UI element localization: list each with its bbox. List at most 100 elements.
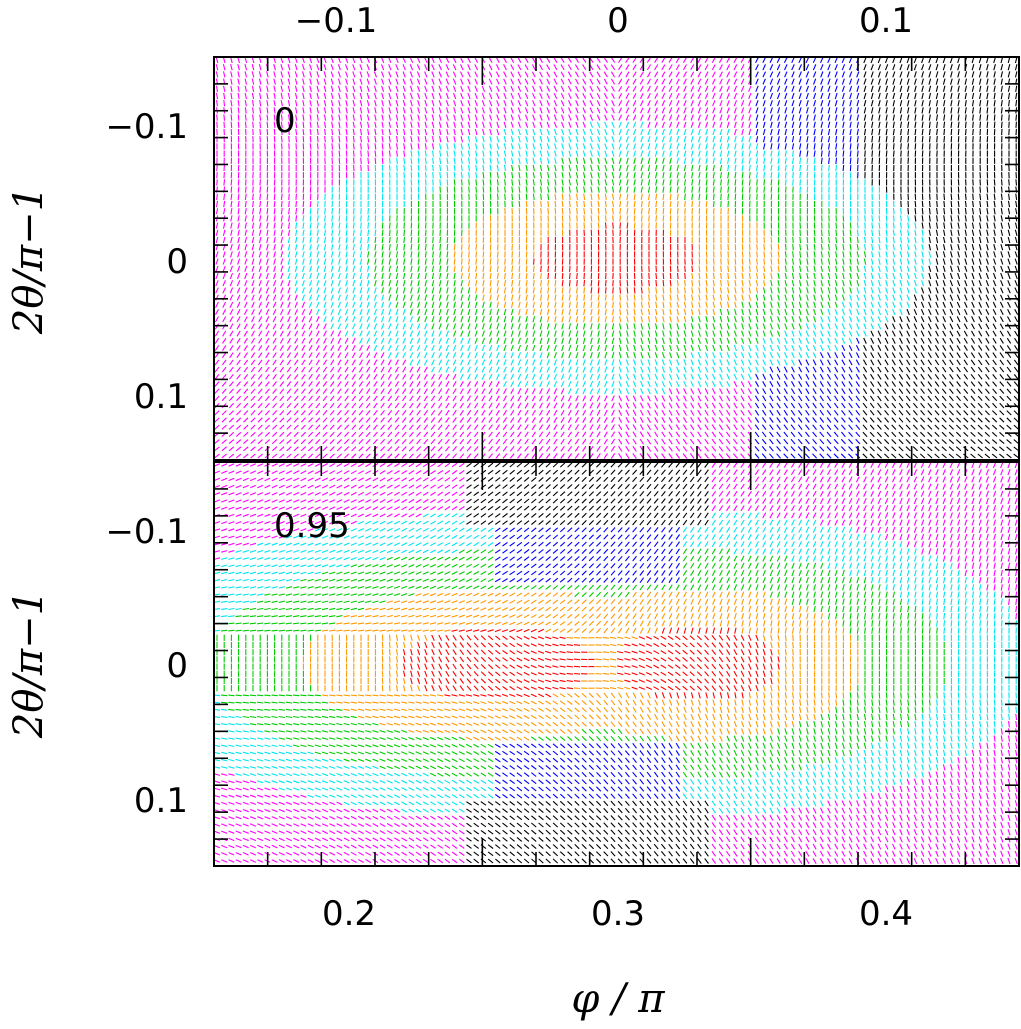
director-dash [366, 344, 371, 352]
director-dash [669, 330, 672, 337]
director-dash [554, 280, 557, 287]
director-dash [842, 229, 845, 236]
director-dash [683, 121, 687, 128]
director-dash [351, 359, 356, 366]
director-dash [424, 85, 428, 92]
director-dash [547, 186, 550, 193]
director-dash [900, 208, 902, 215]
director-dash [992, 301, 997, 308]
director-dash [553, 121, 558, 128]
director-dash [344, 57, 349, 64]
director-dash [265, 265, 269, 272]
director-dash [582, 323, 586, 330]
director-dash [611, 337, 615, 344]
director-dash [287, 308, 291, 316]
director-dash [316, 244, 320, 251]
director-dash [769, 344, 774, 352]
director-dash [942, 337, 947, 344]
director-dash [684, 280, 686, 287]
director-dash [719, 157, 723, 164]
director-dash [518, 143, 521, 150]
director-dash [324, 215, 326, 222]
director-dash [532, 150, 536, 157]
director-dash [287, 57, 291, 64]
director-dash [892, 71, 896, 78]
director-dash [784, 272, 787, 280]
director-dash [986, 236, 989, 244]
director-dash [964, 251, 968, 258]
director-dash [381, 150, 384, 157]
director-dash [251, 272, 255, 280]
director-dash [913, 352, 918, 359]
director-dash [561, 150, 564, 157]
director-dash [985, 251, 989, 258]
director-dash [322, 359, 328, 366]
director-dash [301, 352, 306, 359]
director-dash [892, 308, 896, 316]
director-dash [236, 323, 241, 330]
director-dash [647, 143, 651, 150]
director-dash [294, 337, 299, 344]
director-dash [424, 164, 427, 172]
director-dash [511, 294, 514, 301]
director-dash [373, 323, 378, 330]
director-dash [985, 258, 989, 265]
director-dash [309, 280, 313, 287]
director-dash [625, 150, 629, 157]
director-dash [575, 308, 579, 316]
director-dash [280, 92, 283, 100]
director-dash [712, 186, 715, 193]
director-dash [740, 366, 745, 373]
director-dash [841, 71, 846, 78]
director-dash [755, 57, 759, 64]
director-dash [647, 366, 651, 373]
director-dash [820, 236, 823, 244]
director-dash [431, 280, 435, 287]
director-dash [871, 244, 874, 251]
director-dash [251, 280, 255, 287]
director-dash [647, 337, 651, 344]
director-dash [950, 121, 953, 128]
director-dash [330, 78, 334, 85]
director-dash [467, 316, 471, 323]
director-dash [402, 301, 406, 308]
director-dash [949, 345, 954, 351]
director-dash [971, 258, 975, 265]
director-dash [539, 92, 543, 100]
director-dash [691, 186, 694, 193]
director-dash [481, 330, 485, 337]
director-dash [993, 114, 996, 121]
director-dash [784, 164, 787, 172]
director-dash [424, 128, 428, 136]
director-dash [856, 128, 859, 136]
director-dash [705, 316, 708, 323]
director-dash [539, 337, 543, 344]
director-dash [942, 265, 946, 272]
director-dash [640, 287, 643, 294]
director-dash [330, 316, 334, 323]
director-dash [301, 316, 306, 323]
director-dash [906, 287, 910, 294]
director-dash [877, 323, 882, 330]
director-dash [308, 287, 313, 294]
director-dash [330, 258, 334, 265]
director-dash [244, 193, 247, 200]
director-dash [409, 352, 414, 359]
director-dash [625, 92, 630, 100]
director-dash [906, 100, 910, 107]
director-dash [835, 236, 838, 244]
director-dash [892, 121, 895, 128]
director-dash [424, 308, 428, 316]
director-dash [604, 337, 608, 344]
director-dash [474, 337, 478, 344]
director-dash [733, 107, 737, 114]
director-dash [380, 366, 385, 373]
director-dash [503, 143, 507, 150]
director-dash [597, 143, 601, 150]
director-dash [604, 186, 607, 193]
director-dash [316, 143, 319, 150]
director-dash [827, 272, 831, 280]
director-dash [338, 150, 341, 157]
director-dash [943, 215, 946, 222]
director-dash [662, 200, 665, 208]
